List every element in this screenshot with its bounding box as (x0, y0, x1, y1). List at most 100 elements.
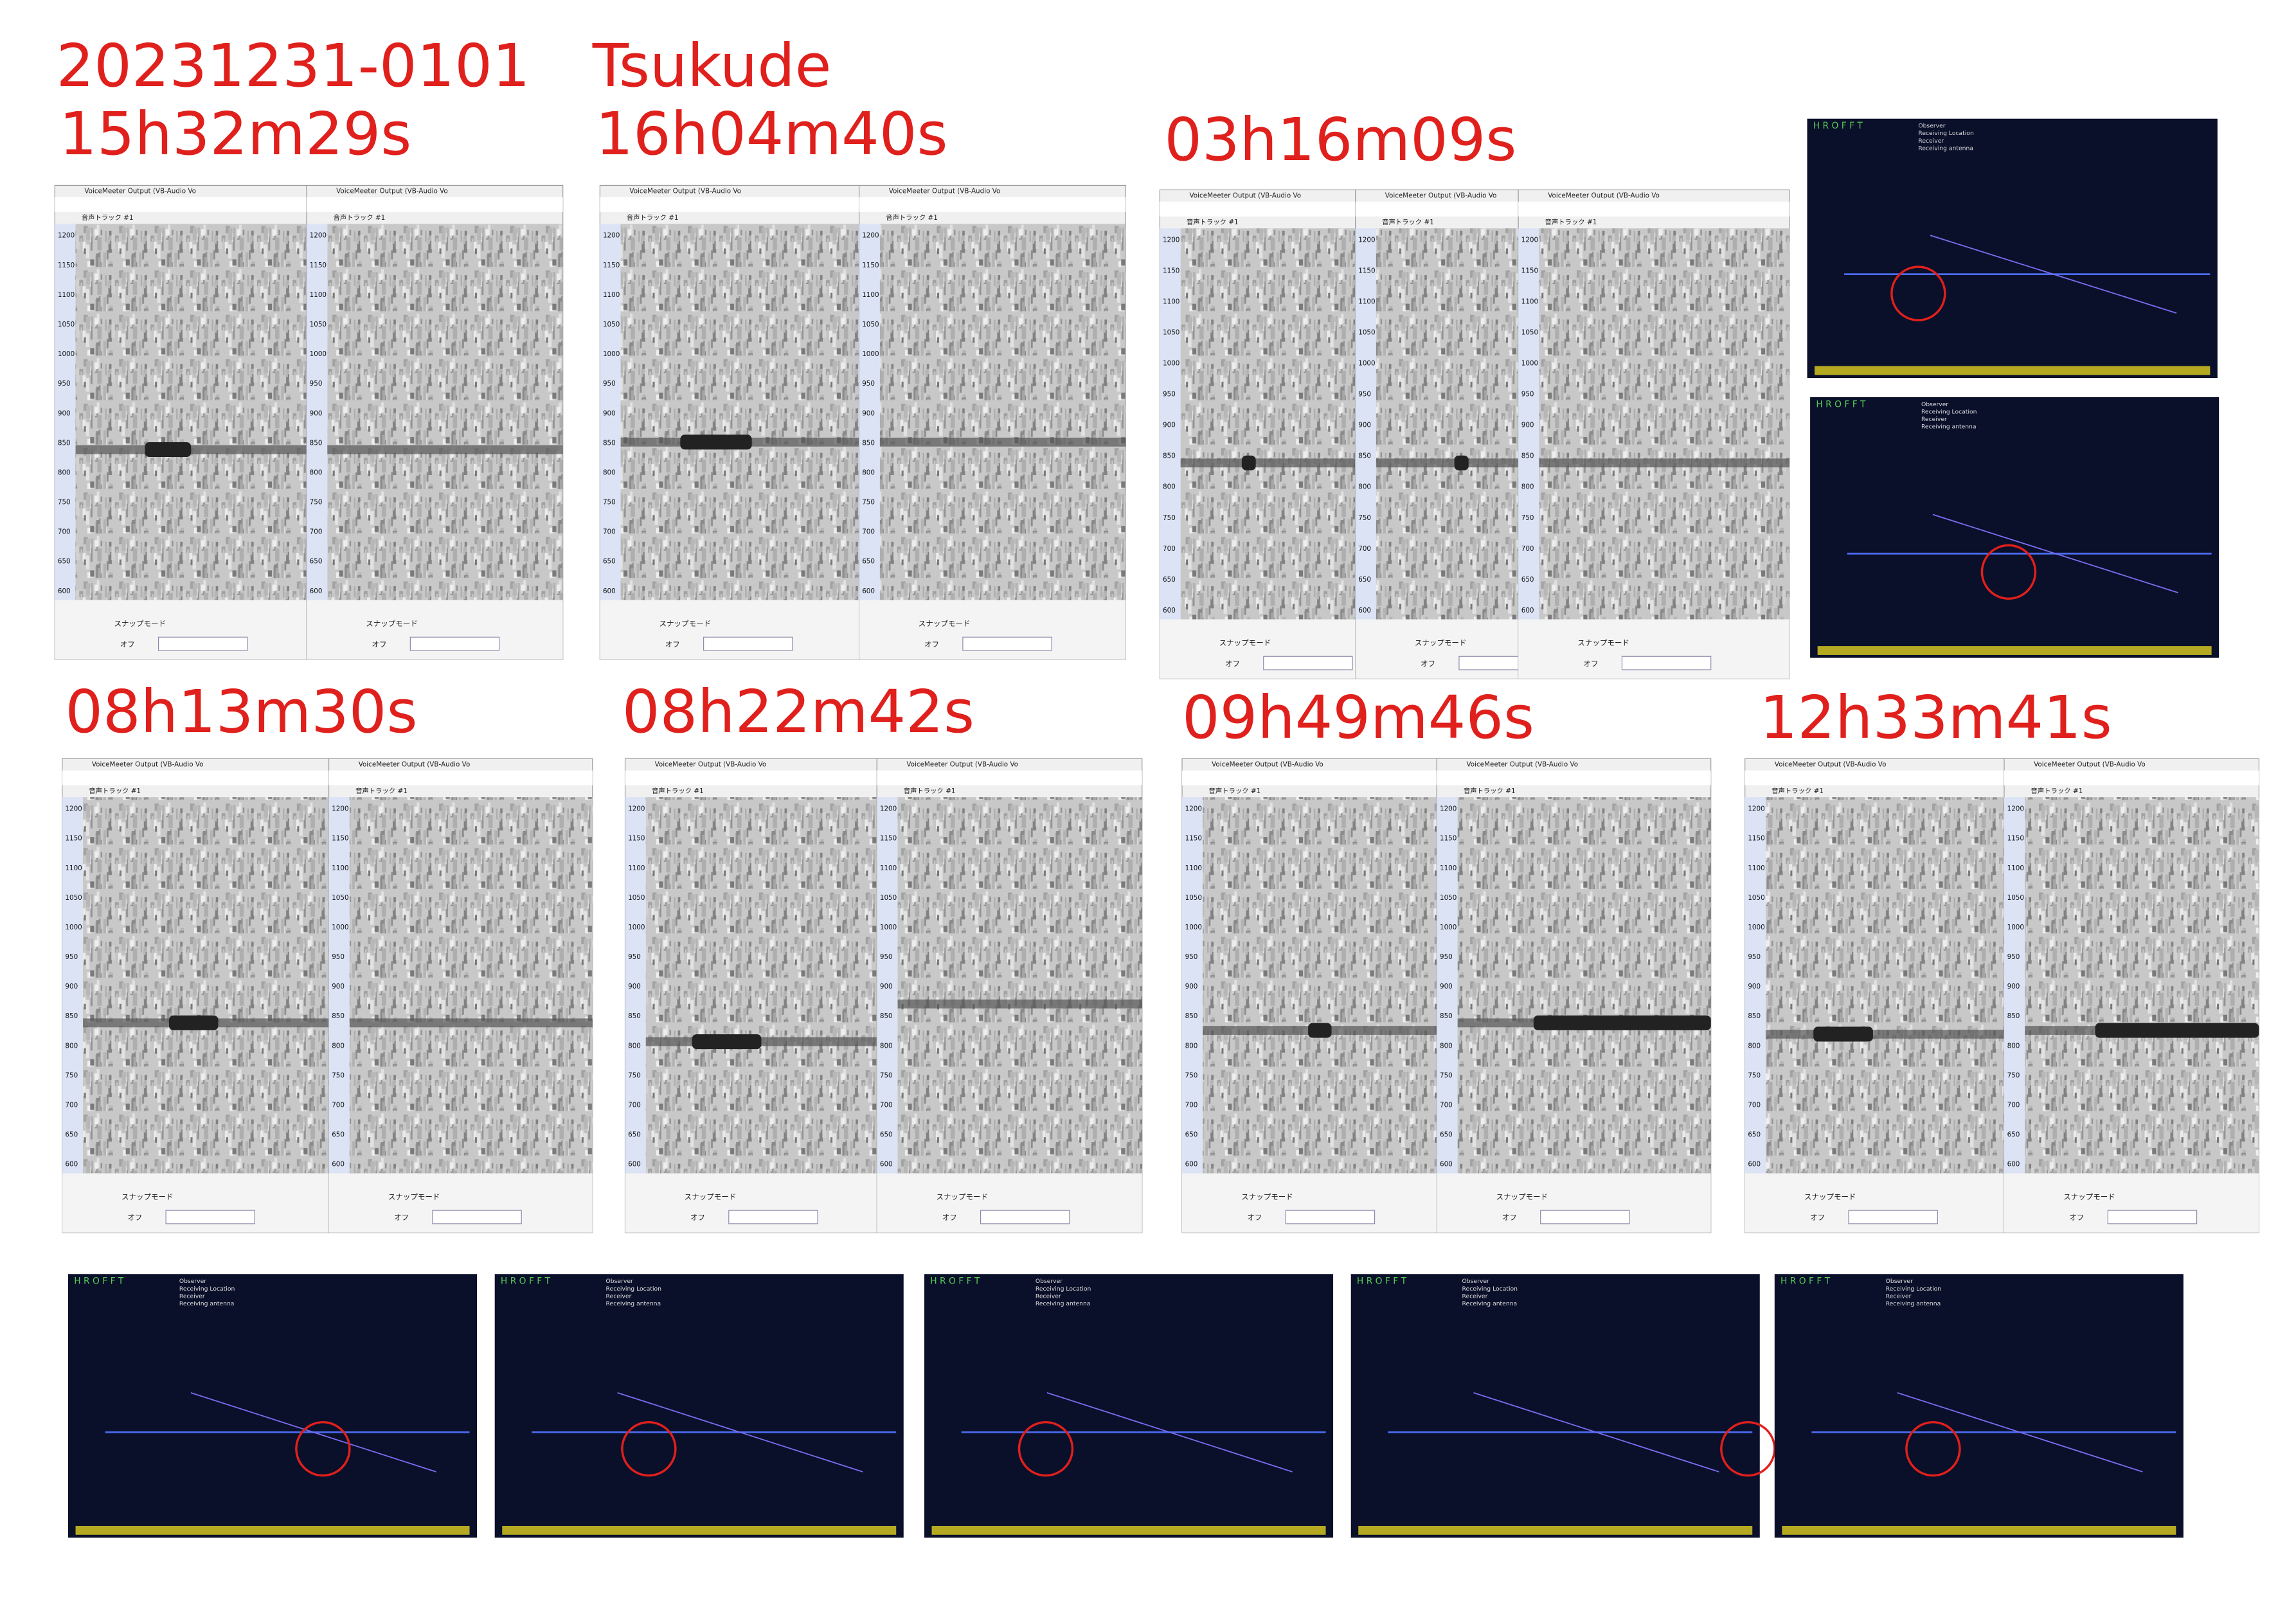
freq-tick-label: 1000 (1163, 360, 1179, 368)
freq-tick-label: 750 (1521, 514, 1534, 522)
hrofft-field: Observer (606, 1278, 633, 1285)
freq-tick-label: 650 (1185, 1131, 1198, 1139)
freq-tick-label: 900 (65, 983, 78, 990)
track-label: 音声トラック #1 (1382, 218, 1434, 226)
freq-tick-label: 1100 (1185, 864, 1202, 872)
echo (1533, 1015, 1711, 1030)
time-box (728, 1210, 818, 1224)
spectrogram (327, 224, 563, 600)
freq-tick-label: 700 (628, 1102, 641, 1109)
carrier-band (897, 999, 1142, 1009)
freq-tick-label: 950 (1440, 953, 1453, 961)
freq-tick-label: 950 (1748, 953, 1761, 961)
freq-tick-label: 1050 (332, 894, 348, 902)
hrofft-panel (1350, 1274, 1760, 1538)
freq-tick-label: 1150 (1748, 835, 1764, 843)
hrofft-title: H R O F F T (1780, 1276, 1831, 1287)
track-label: 音声トラック #1 (89, 787, 141, 795)
highlight-circle (1980, 544, 2037, 600)
echo-trace (1473, 1392, 1719, 1473)
echo (680, 434, 752, 450)
freq-tick-label: 650 (310, 558, 323, 566)
hrofft-field: Receiver (1918, 138, 1944, 145)
hrofft-title: H R O F F T (930, 1276, 980, 1287)
spectrogram (75, 224, 307, 600)
freq-tick-label: 650 (65, 1131, 78, 1139)
time-ruler (328, 770, 593, 785)
freq-tick-label: 850 (1358, 452, 1371, 460)
freq-tick-label: 950 (628, 953, 641, 961)
freq-tick-label: 750 (1748, 1071, 1761, 1079)
freq-axis (600, 224, 621, 600)
freq-tick-label: 1000 (65, 924, 82, 931)
freq-tick-label: 1200 (862, 232, 879, 240)
freq-tick-label: 1000 (310, 350, 327, 358)
freq-tick-label: 700 (1358, 545, 1371, 553)
freq-tick-label: 750 (1440, 1071, 1453, 1079)
time-box (962, 636, 1052, 651)
echo (145, 442, 192, 458)
freq-tick-label: 1200 (880, 805, 897, 813)
freq-tick-label: 700 (310, 528, 323, 536)
time-ruler (1182, 770, 1437, 785)
freq-tick-label: 1150 (65, 835, 82, 843)
event-time: 15h32m29s (59, 99, 411, 168)
freq-tick-label: 850 (58, 439, 71, 447)
freq-tick-label: 1100 (880, 864, 897, 872)
noise-floor (1815, 366, 2211, 375)
snap-value: オフ (1225, 659, 1240, 668)
hrofft-field: Receiving antenna (1462, 1300, 1518, 1307)
hrofft-panel (1810, 397, 2220, 658)
time-ruler (62, 770, 329, 785)
freq-tick-label: 850 (2007, 1012, 2020, 1020)
spectrogram (620, 224, 859, 600)
spectrogram (1539, 228, 1789, 620)
hrofft-field: Receiving Location (1921, 408, 1977, 415)
hrofft-field: Receiving Location (606, 1285, 662, 1293)
device-label: VoiceMeeter Output (VB-Audio Vo (1190, 192, 1302, 200)
freq-tick-label: 800 (603, 469, 616, 476)
snap-label: スナップモード (114, 619, 166, 628)
freq-tick-label: 1150 (2007, 835, 2024, 843)
freq-tick-label: 850 (628, 1012, 641, 1020)
carrier-band (349, 1018, 593, 1028)
spectrogram (645, 797, 877, 1174)
hrofft-field: Observer (1462, 1278, 1489, 1285)
freq-tick-label: 1100 (1163, 298, 1179, 306)
spectrogram (879, 224, 1126, 600)
freq-tick-label: 600 (603, 587, 616, 595)
freq-tick-label: 1100 (332, 864, 348, 872)
noise-floor (75, 1525, 470, 1535)
event-time: 16h04m40s (595, 99, 947, 168)
freq-tick-label: 1050 (1358, 329, 1375, 337)
freq-tick-label: 1150 (862, 262, 879, 269)
hrofft-field: Receiving antenna (1036, 1300, 1091, 1307)
freq-tick-label: 1000 (880, 924, 897, 931)
highlight-circle (295, 1420, 351, 1477)
hrofft-field: Receiver (179, 1293, 205, 1300)
freq-tick-label: 750 (1185, 1071, 1198, 1079)
freq-tick-label: 1050 (58, 321, 75, 328)
freq-tick-label: 850 (65, 1012, 78, 1020)
freq-tick-label: 850 (1163, 452, 1176, 460)
time-ruler (600, 197, 859, 212)
freq-tick-label: 850 (332, 1012, 345, 1020)
snap-label: スナップモード (1496, 1192, 1548, 1201)
freq-tick-label: 750 (310, 499, 323, 506)
freq-tick-label: 750 (332, 1071, 345, 1079)
hrofft-field: Observer (1918, 123, 1945, 130)
freq-tick-label: 950 (1358, 391, 1371, 399)
freq-tick-label: 700 (1185, 1102, 1198, 1109)
time-box (2107, 1210, 2198, 1224)
snap-label: スナップモード (1219, 638, 1271, 647)
snap-value: オフ (1584, 659, 1599, 668)
freq-tick-label: 1150 (1185, 835, 1202, 843)
snap-label: スナップモード (366, 619, 418, 628)
snap-label: スナップモード (919, 619, 971, 628)
time-box (1848, 1210, 1938, 1224)
freq-tick-label: 750 (603, 499, 616, 506)
time-ruler (859, 197, 1126, 212)
freq-tick-label: 1050 (310, 321, 327, 328)
freq-axis (1355, 228, 1376, 620)
freq-tick-label: 1150 (1358, 267, 1375, 275)
